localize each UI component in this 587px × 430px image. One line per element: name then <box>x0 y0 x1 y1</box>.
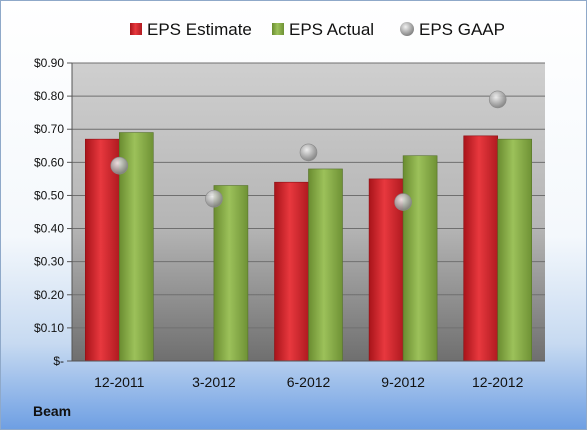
y-tick-label: $0.60 <box>34 155 64 169</box>
y-tick-label: $0.80 <box>34 89 64 103</box>
legend-swatch-actual <box>272 23 284 35</box>
y-tick-label: $0.70 <box>34 122 64 136</box>
gaap-points <box>110 90 507 211</box>
y-tick-label: $0.90 <box>34 56 64 70</box>
point-eps-gaap <box>205 189 223 208</box>
legend-label-estimate: EPS Estimate <box>147 20 252 39</box>
point-eps-gaap <box>488 90 507 109</box>
bar-eps-estimate <box>463 135 499 362</box>
x-axis: 12-2011 3-2012 6-2012 9-2012 12-2012 <box>72 360 545 390</box>
bar-eps-actual <box>308 168 343 362</box>
point-eps-gaap <box>394 193 412 211</box>
y-tick-label: $0.30 <box>34 255 64 269</box>
bar-eps-actual <box>213 185 249 362</box>
y-axis: $- $0.10 $0.20 $0.30 $0.40 $0.50 $0.60 $0.70 $0.… <box>34 56 73 368</box>
x-tick-label: 12-2011 <box>94 374 145 390</box>
x-tick-label: 12-2012 <box>472 374 524 390</box>
y-tick-label: $- <box>53 354 64 368</box>
legend-label-actual: EPS Actual <box>289 20 374 39</box>
x-tick-label: 6-2012 <box>287 374 331 390</box>
y-tick-label: $0.20 <box>34 288 64 302</box>
company-name: Beam <box>33 403 72 419</box>
x-tick-label: 3-2012 <box>192 374 236 390</box>
legend: EPS Estimate EPS Actual EPS GAAP <box>130 20 505 39</box>
legend-swatch-estimate <box>130 23 142 35</box>
point-eps-gaap <box>110 156 129 175</box>
legend-marker-gaap <box>400 22 414 36</box>
legend-label-gaap: EPS GAAP <box>419 20 505 39</box>
y-tick-label: $0.40 <box>34 222 64 236</box>
bar-eps-actual <box>402 155 438 362</box>
bar-eps-estimate <box>274 181 309 362</box>
bar-eps-estimate <box>85 138 120 362</box>
y-tick-label: $0.10 <box>34 321 64 335</box>
y-tick-label: $0.50 <box>34 188 64 202</box>
point-eps-gaap <box>299 143 318 162</box>
x-tick-label: 9-2012 <box>381 374 425 390</box>
bar-eps-actual <box>497 138 533 362</box>
